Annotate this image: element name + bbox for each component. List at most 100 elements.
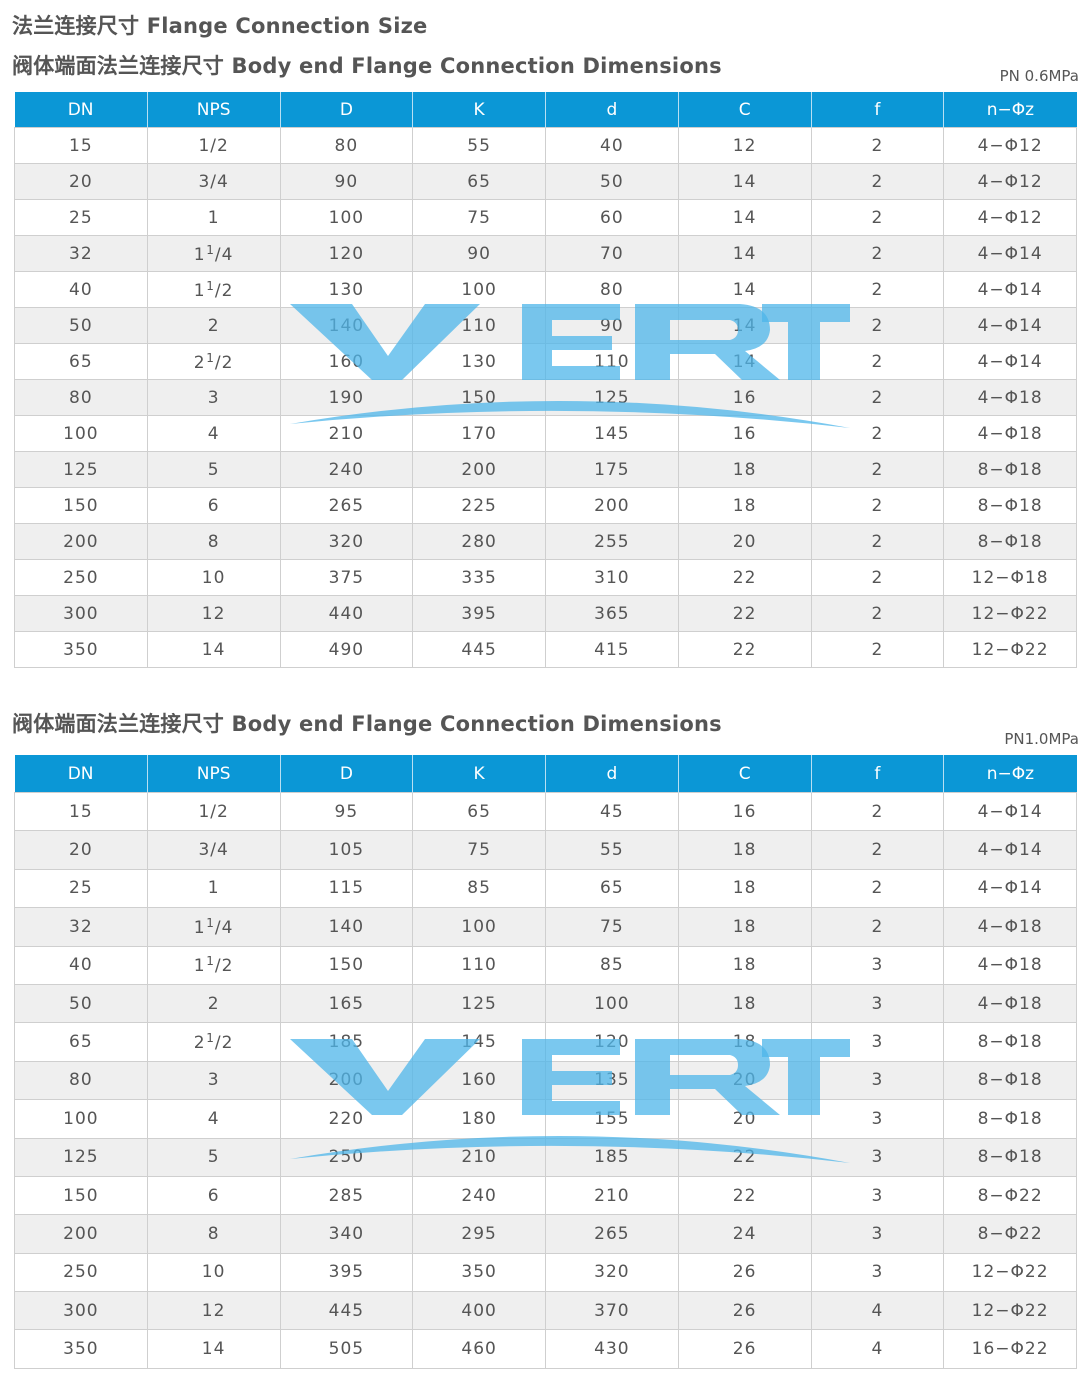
table-cell-k: 65 (412, 163, 546, 200)
table-cell-nps: 1 1/4 (146, 235, 281, 272)
table-cell-c: 18 (677, 868, 812, 909)
table-cell-nps: 14 (146, 631, 281, 668)
table-row: 350 14 490 445 415 22 2 12−Φ22 (14, 631, 1077, 668)
table-cell-d: 140 (279, 907, 414, 947)
table-cell-d: 120 (545, 1022, 679, 1062)
table-cell-f: 4 (810, 1329, 945, 1369)
table-cell-d: 415 (545, 631, 679, 668)
table-cell-nps: 6 (146, 1175, 281, 1216)
table-cell-d: 110 (545, 343, 679, 380)
table-cell-f: 3 (810, 1252, 945, 1293)
table-cell-k: 225 (412, 487, 546, 524)
table-cell-d: 150 (279, 945, 414, 985)
table-cell-nz: 4−Φ18 (943, 907, 1077, 947)
table-cell-d: 55 (545, 830, 679, 870)
table-cell-nz: 12−Φ18 (943, 559, 1077, 596)
table-cell-nps: 10 (146, 559, 281, 596)
table-cell-nps: 1/2 (146, 791, 281, 832)
table-cell-d: 40 (545, 127, 679, 164)
table-cell-f: 3 (810, 945, 945, 985)
table-cell-nps: 3 (146, 379, 281, 416)
table-cell-d: 395 (279, 1252, 414, 1293)
table-cell-d: 200 (279, 1060, 414, 1101)
table-cell-c: 22 (677, 595, 812, 632)
table-cell-d: 210 (279, 415, 414, 452)
column-header: f (810, 92, 944, 128)
table-cell-dn: 250 (14, 1252, 148, 1293)
table-cell-d: 90 (279, 163, 414, 200)
table-cell-nz: 4−Φ14 (943, 271, 1077, 308)
table-cell-dn: 50 (14, 307, 148, 344)
column-header: d (545, 755, 679, 793)
table-cell-nps: 3/4 (146, 830, 281, 870)
table-cell-k: 180 (412, 1099, 546, 1139)
table-cell-d: 160 (279, 343, 414, 380)
column-header: n−Φz (943, 755, 1077, 793)
table-cell-nz: 4−Φ14 (943, 791, 1077, 832)
table-cell-d: 165 (279, 983, 414, 1024)
table-cell-c: 22 (677, 631, 812, 668)
table-row: 50 2 165 125 100 18 3 4−Φ18 (14, 983, 1077, 1024)
table-cell-nps: 5 (146, 1137, 281, 1177)
table-cell-k: 65 (412, 791, 546, 832)
table-cell-nz: 8−Φ22 (943, 1175, 1077, 1216)
table-cell-d: 80 (279, 127, 414, 164)
table-cell-d: 80 (545, 271, 679, 308)
table-cell-k: 210 (412, 1137, 546, 1177)
table-cell-nz: 4−Φ18 (943, 945, 1077, 985)
table-2-pressure: PN1.0MPa (1004, 730, 1079, 748)
table-cell-dn: 150 (14, 487, 148, 524)
column-header: C (677, 92, 811, 128)
table-cell-d: 140 (279, 307, 414, 344)
table-cell-d: 430 (545, 1329, 679, 1369)
table-cell-nps: 5 (146, 451, 281, 488)
table-cell-d: 120 (279, 235, 414, 272)
table-cell-nz: 4−Φ14 (943, 235, 1077, 272)
table-cell-d: 85 (545, 945, 679, 985)
table-cell-nz: 12−Φ22 (943, 631, 1077, 668)
table-cell-f: 2 (810, 343, 945, 380)
table-cell-f: 2 (810, 791, 945, 832)
table-cell-d: 60 (545, 199, 679, 236)
table-cell-dn: 20 (14, 163, 148, 200)
column-header: DN (14, 92, 148, 128)
table-cell-c: 18 (677, 983, 812, 1024)
table-cell-k: 125 (412, 983, 546, 1024)
table-cell-nps: 2 (146, 983, 281, 1024)
table-cell-c: 26 (677, 1291, 812, 1331)
table-cell-c: 18 (677, 451, 812, 488)
table-cell-c: 14 (677, 307, 812, 344)
column-header: NPS (146, 92, 280, 128)
table-cell-nps: 3/4 (146, 163, 281, 200)
table-cell-k: 75 (412, 830, 546, 870)
table-cell-f: 2 (810, 415, 945, 452)
table-cell-k: 460 (412, 1329, 546, 1369)
table-row: 300 12 445 400 370 26 4 12−Φ22 (14, 1291, 1077, 1331)
table-cell-nps: 1/2 (146, 127, 281, 164)
table-cell-f: 2 (810, 868, 945, 909)
table-row: 150 6 265 225 200 18 2 8−Φ18 (14, 487, 1077, 524)
table-cell-nz: 8−Φ18 (943, 1022, 1077, 1062)
table-cell-k: 200 (412, 451, 546, 488)
table-cell-c: 20 (677, 1060, 812, 1101)
table-cell-c: 24 (677, 1214, 812, 1254)
table-cell-c: 18 (677, 830, 812, 870)
table-cell-f: 3 (810, 1175, 945, 1216)
table-cell-nps: 12 (146, 595, 281, 632)
table-cell-f: 2 (810, 271, 945, 308)
table-row: 300 12 440 395 365 22 2 12−Φ22 (14, 595, 1077, 632)
table-row: 65 2 1/2 185 145 120 18 3 8−Φ18 (14, 1022, 1077, 1062)
table-cell-f: 2 (810, 451, 945, 488)
table-cell-d: 75 (545, 907, 679, 947)
table-cell-k: 395 (412, 595, 546, 632)
table-cell-d: 505 (279, 1329, 414, 1369)
table-cell-nps: 8 (146, 523, 281, 560)
table-row: 250 10 375 335 310 22 2 12−Φ18 (14, 559, 1077, 596)
table-cell-d: 365 (545, 595, 679, 632)
table-row: 200 8 340 295 265 24 3 8−Φ22 (14, 1214, 1077, 1254)
table-cell-c: 22 (677, 1137, 812, 1177)
table-cell-d: 175 (545, 451, 679, 488)
table-cell-k: 85 (412, 868, 546, 909)
table-cell-c: 26 (677, 1252, 812, 1293)
